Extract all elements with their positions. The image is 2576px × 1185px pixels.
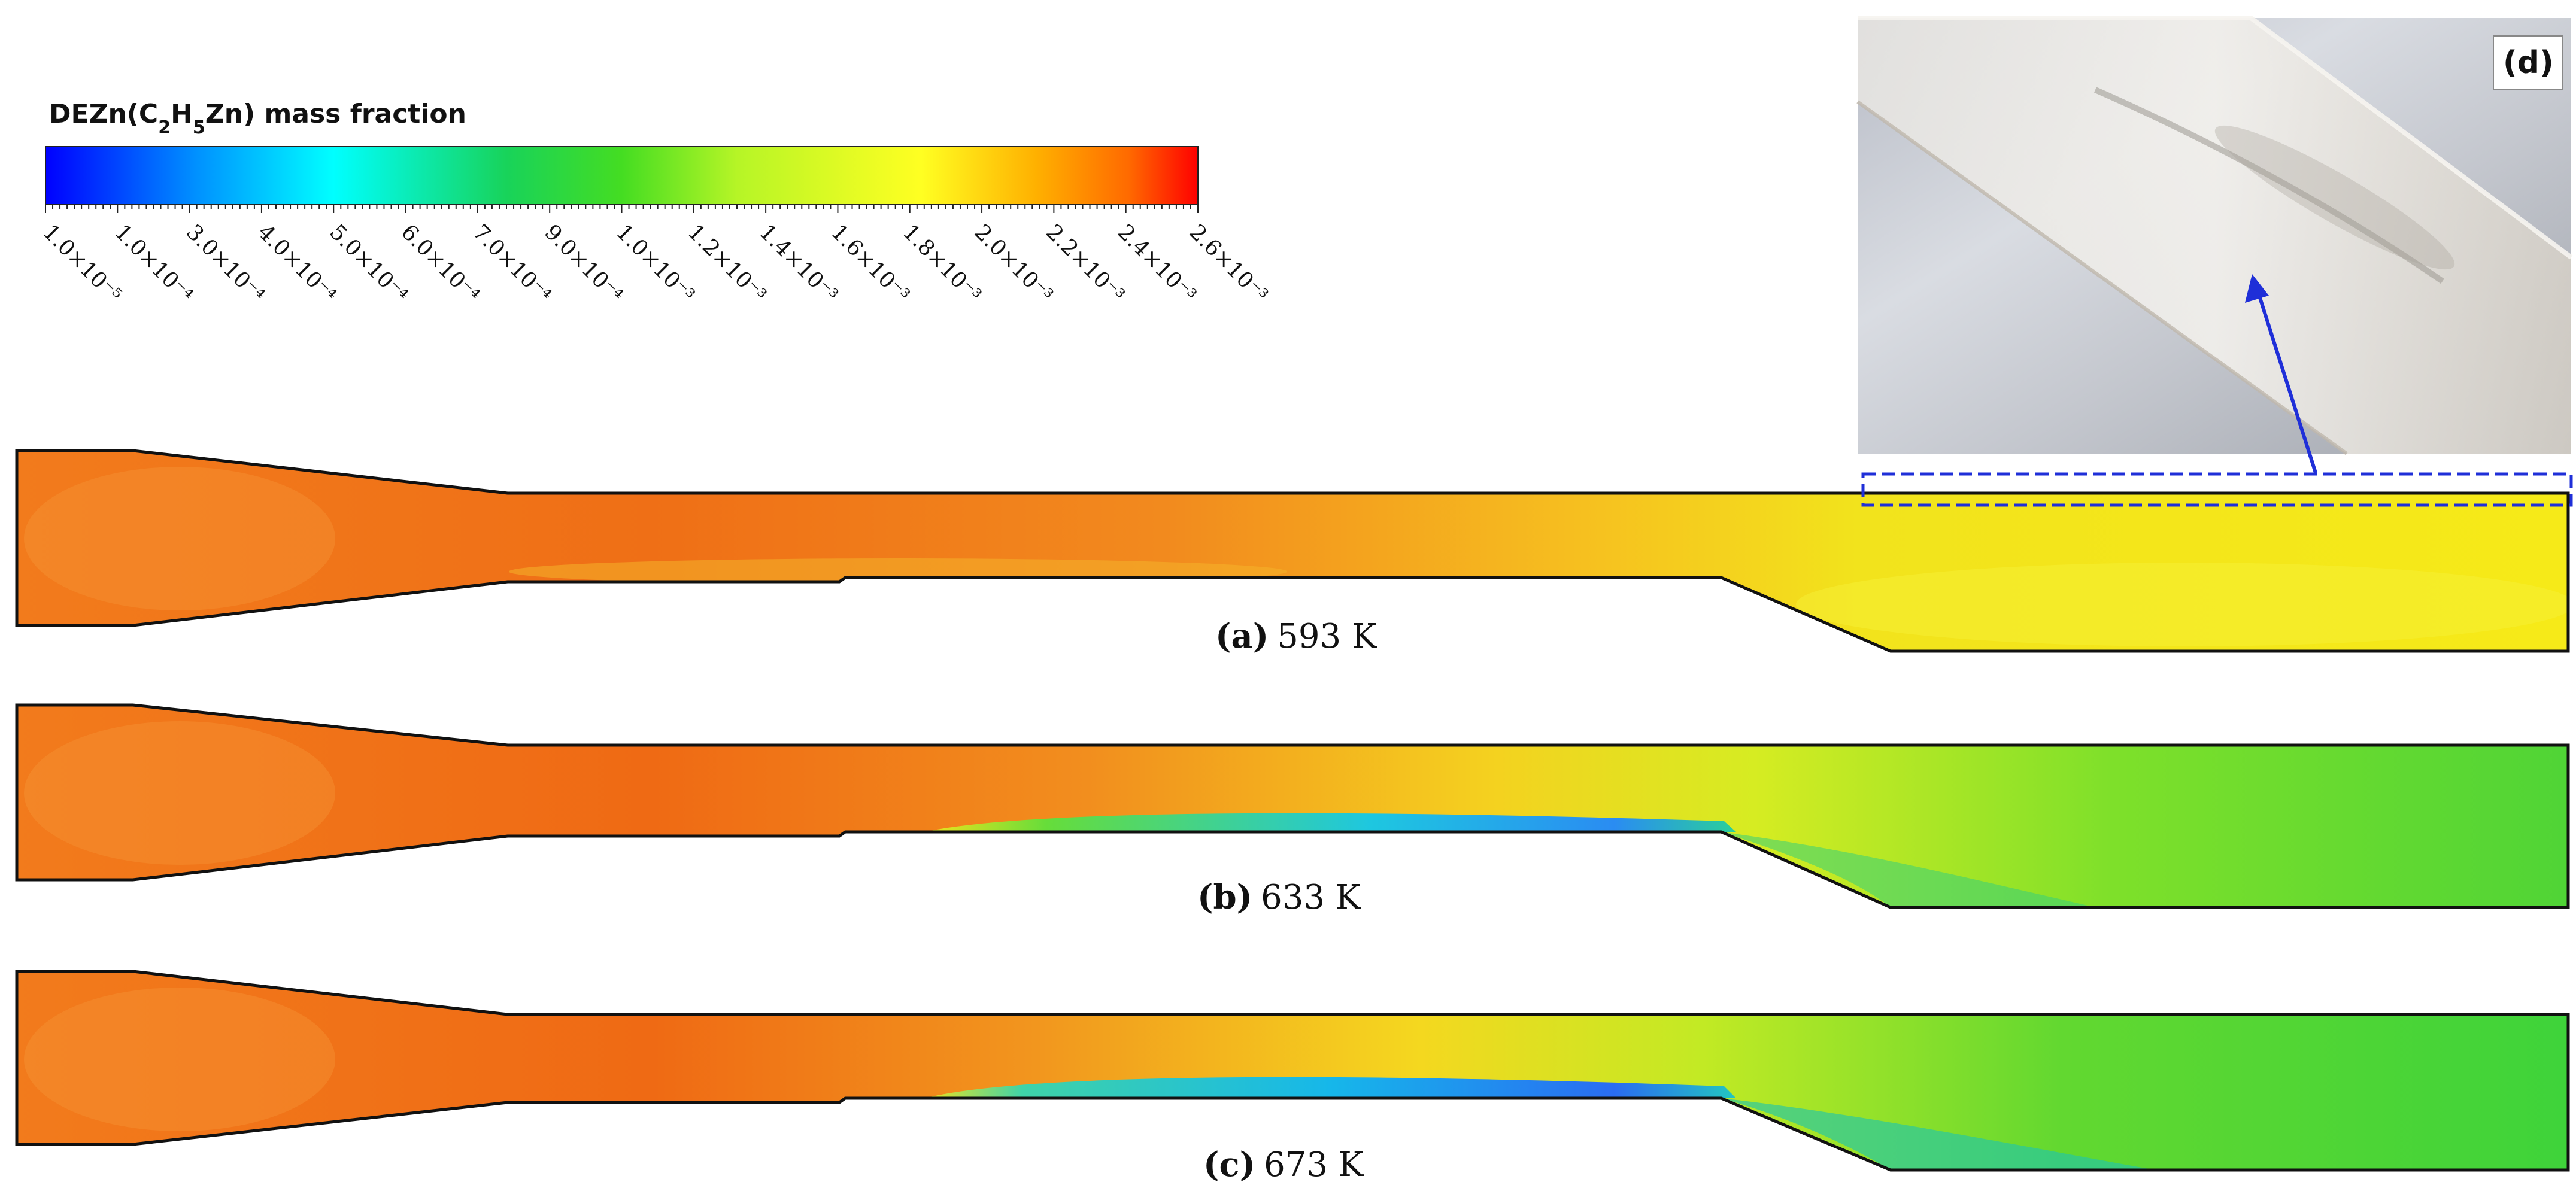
colorbar-tick-label: 2.2×10⁻³ bbox=[1041, 220, 1129, 308]
photo-panel-d: (d) bbox=[1856, 16, 2573, 473]
photo-label: (d) bbox=[2503, 45, 2554, 81]
colorbar-tick-label: 1.6×10⁻³ bbox=[826, 220, 914, 308]
pointer-arrow bbox=[2256, 291, 2317, 473]
colorbar-tick-label: 1.0×10⁻⁴ bbox=[110, 220, 198, 308]
colorbar-tick-label: 6.0×10⁻⁴ bbox=[396, 220, 484, 308]
contour-panel-b: (b) 633 K bbox=[15, 703, 2570, 917]
colorbar-tick-label: 1.2×10⁻³ bbox=[683, 220, 771, 308]
channel-outline bbox=[15, 703, 2570, 909]
channel-outline bbox=[15, 449, 2570, 653]
panel-caption-b: (b) 633 K bbox=[1197, 877, 1361, 917]
panel-caption-a: (a) 593 K bbox=[1215, 616, 1377, 656]
colorbar-tick-label: 5.0×10⁻⁴ bbox=[324, 220, 412, 308]
colorbar-tick-labels: 1.0×10⁻⁵1.0×10⁻⁴3.0×10⁻⁴4.0×10⁻⁴5.0×10⁻⁴… bbox=[38, 220, 1273, 308]
contour-panel-c: (c) 673 K bbox=[15, 970, 2570, 1184]
colorbar-tick-label: 1.4×10⁻³ bbox=[755, 220, 843, 308]
deposit-streak bbox=[2093, 87, 2444, 284]
colorbar-tick-label: 3.0×10⁻⁴ bbox=[181, 220, 269, 308]
colorbar-ticks bbox=[45, 205, 1199, 213]
colorbar-tick-label: 7.0×10⁻⁴ bbox=[468, 220, 556, 308]
colorbar-tick-label: 4.0×10⁻⁴ bbox=[253, 220, 341, 308]
colorbar-gradient bbox=[45, 146, 1199, 205]
colorbar: DEZn(C2H5Zn) mass fraction 1.0×10⁻⁵1.0×1… bbox=[38, 99, 1273, 308]
colorbar-tick-label: 2.4×10⁻³ bbox=[1113, 220, 1201, 308]
channel-outline bbox=[15, 970, 2570, 1172]
arrow-head-icon bbox=[2245, 274, 2269, 303]
panel-caption-c: (c) 673 K bbox=[1203, 1145, 1364, 1184]
colorbar-title: DEZn(C2H5Zn) mass fraction bbox=[49, 99, 466, 138]
colorbar-tick-label: 1.8×10⁻³ bbox=[898, 220, 986, 308]
colorbar-tick-label: 9.0×10⁻⁴ bbox=[539, 220, 627, 308]
colorbar-tick-label: 2.0×10⁻³ bbox=[970, 220, 1058, 308]
colorbar-tick-label: 1.0×10⁻⁵ bbox=[38, 220, 126, 308]
colorbar-tick-label: 2.6×10⁻³ bbox=[1185, 220, 1273, 308]
colorbar-tick-label: 1.0×10⁻³ bbox=[611, 220, 699, 308]
photo-label-box bbox=[2493, 35, 2563, 90]
highlight-region bbox=[1861, 472, 2573, 507]
